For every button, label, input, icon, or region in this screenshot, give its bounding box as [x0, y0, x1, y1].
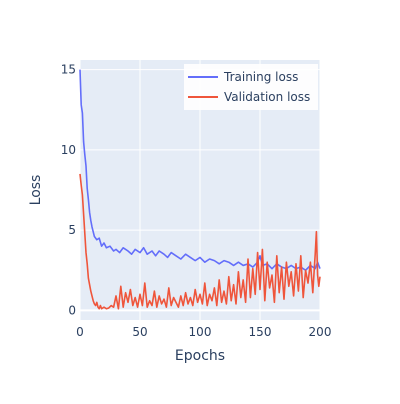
training-loss-line	[79, 69, 321, 272]
x-tick-label: 150	[249, 325, 272, 339]
y-tick-label: 0	[68, 303, 76, 317]
x-tick-label: 100	[189, 325, 212, 339]
y-tick-label: 5	[68, 223, 76, 237]
x-axis-title: Epochs	[175, 348, 225, 364]
legend-label-validation[interactable]: Validation loss	[224, 90, 310, 104]
x-tick-label: 0	[76, 325, 84, 339]
validation-loss-line	[79, 173, 321, 310]
legend-label-training[interactable]: Training loss	[223, 70, 298, 84]
y-axis-title: Loss	[28, 175, 44, 206]
y-tick-label: 15	[61, 63, 76, 77]
legend[interactable]: Training loss Validation loss	[184, 64, 318, 110]
tick-labels: 0 50 100 150 200 0 5 10 15	[61, 63, 332, 339]
legend-background	[184, 64, 318, 110]
series-lines	[79, 69, 321, 310]
y-tick-label: 10	[61, 143, 76, 157]
x-tick-label: 50	[132, 325, 147, 339]
x-tick-label: 200	[309, 325, 332, 339]
